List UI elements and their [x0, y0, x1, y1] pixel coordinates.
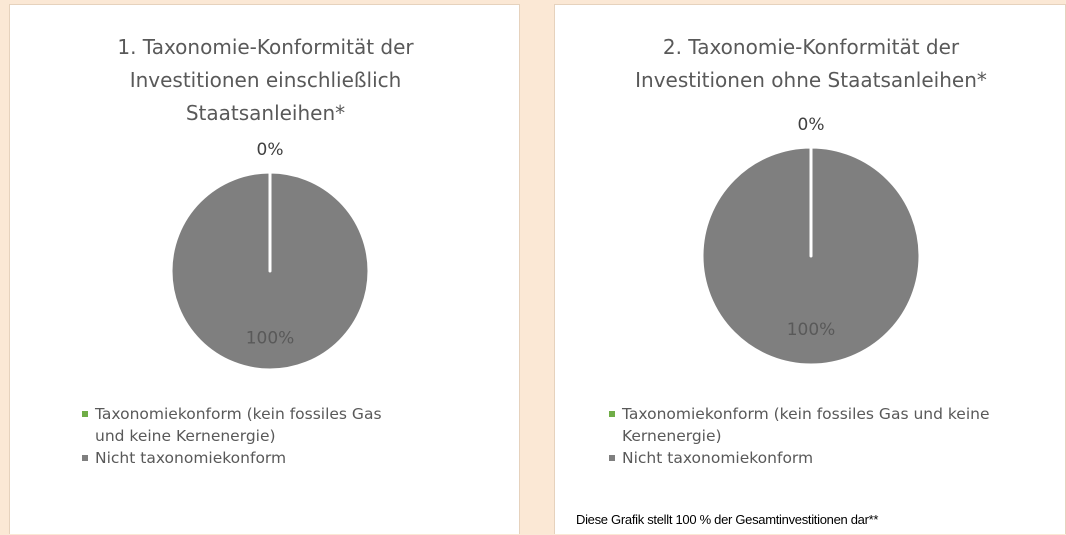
legend-label: Nicht taxonomiekonform — [95, 449, 287, 467]
pie-slice — [700, 145, 922, 367]
legend-item: Nicht taxonomiekonform — [82, 447, 412, 469]
legend-swatch — [609, 411, 615, 417]
pie-chart: 0% 100% — [169, 140, 371, 372]
legend-item: Taxonomiekonform (kein fossiles Gas und … — [609, 403, 1029, 447]
data-label: 0% — [257, 140, 284, 160]
legend-item: Taxonomiekonform (kein fossiles Gas und … — [82, 403, 412, 447]
legend-label: Nicht taxonomiekonform — [622, 449, 814, 467]
pie-slice — [169, 170, 371, 372]
legend-swatch — [82, 411, 88, 417]
legend: Taxonomiekonform (kein fossiles Gas und … — [609, 403, 1029, 469]
chart-title: 1. Taxonomie-Konformität der Investition… — [117, 35, 414, 125]
data-label: 100% — [246, 328, 295, 348]
legend-swatch — [609, 455, 615, 461]
footnote: Diese Grafik stellt 100 % der Gesamtinve… — [576, 512, 879, 527]
legend: Taxonomiekonform (kein fossiles Gas und … — [82, 403, 412, 469]
data-label: 100% — [787, 320, 836, 340]
legend-label: Taxonomiekonform (kein fossiles Gas und … — [622, 405, 990, 445]
chart-title: 2. Taxonomie-Konformität der Investition… — [635, 35, 987, 92]
data-label: 0% — [798, 115, 825, 135]
chart-panel: 1. Taxonomie-Konformität der Investition… — [9, 4, 520, 534]
legend-label: Taxonomiekonform (kein fossiles Gas und … — [95, 405, 382, 445]
legend-swatch — [82, 455, 88, 461]
chart-panel: 2. Taxonomie-Konformität der Investition… — [554, 4, 1066, 534]
pie-chart: 0% 100% — [700, 115, 922, 367]
legend-item: Nicht taxonomiekonform — [609, 447, 1029, 469]
